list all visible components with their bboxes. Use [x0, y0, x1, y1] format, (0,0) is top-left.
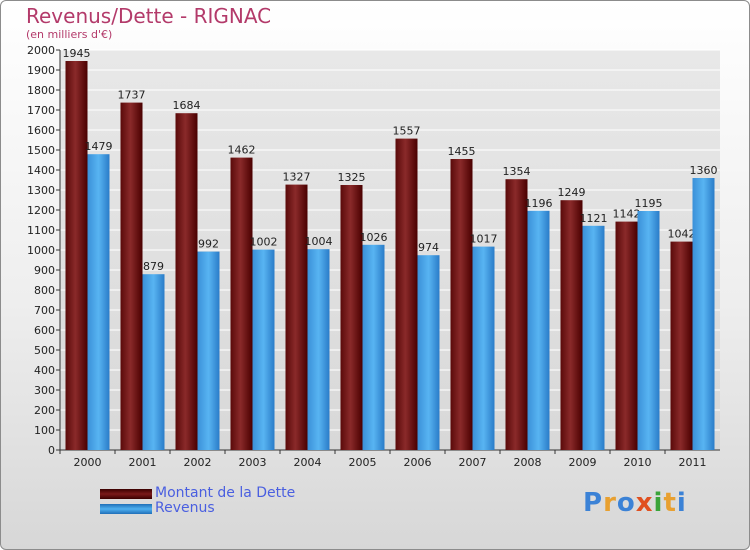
x-tick-label: 2000: [74, 456, 102, 469]
data-label-dette: 1042: [668, 228, 696, 241]
data-label-dette: 1737: [118, 89, 146, 102]
y-tick-label: 400: [34, 364, 55, 377]
bar-dette: [450, 159, 473, 450]
y-tick-label: 600: [34, 324, 55, 337]
bar-revenus: [252, 249, 275, 450]
x-tick-label: 2003: [239, 456, 267, 469]
data-label-dette: 1684: [173, 99, 201, 112]
x-tick-label: 2009: [569, 456, 597, 469]
chart-title: Revenus/Dette - RIGNAC: [26, 4, 272, 28]
bar-revenus: [637, 211, 660, 450]
logo-letter: o: [616, 488, 636, 518]
data-label-dette: 1557: [393, 125, 421, 138]
y-tick-label: 700: [34, 304, 55, 317]
bar-revenus: [142, 274, 165, 450]
y-tick-label: 100: [34, 424, 55, 437]
y-tick-label: 200: [34, 404, 55, 417]
data-label-revenus: 1121: [580, 212, 608, 225]
data-label-revenus: 879: [143, 260, 164, 273]
bar-revenus: [582, 225, 605, 450]
y-tick-label: 1200: [27, 204, 55, 217]
bar-dette: [175, 113, 198, 450]
bar-dette: [65, 61, 88, 450]
data-label-dette: 1945: [63, 47, 91, 60]
legend-swatch-revenus: [100, 504, 152, 514]
data-label-revenus: 1002: [250, 236, 278, 249]
y-tick-label: 2000: [27, 44, 55, 57]
y-tick-label: 900: [34, 264, 55, 277]
bar-revenus: [692, 178, 715, 450]
y-tick-label: 800: [34, 284, 55, 297]
bar-dette: [285, 184, 308, 450]
logo-letter: i: [653, 488, 664, 518]
bar-revenus: [527, 210, 550, 450]
bar-revenus: [417, 255, 440, 450]
data-label-revenus: 1479: [85, 140, 113, 153]
logo-letter: x: [635, 488, 654, 518]
bar-revenus: [307, 249, 330, 450]
y-tick-label: 1900: [27, 64, 55, 77]
y-tick-label: 300: [34, 384, 55, 397]
legend-label-dette: Montant de la Dette: [155, 485, 296, 501]
y-tick-label: 1700: [27, 104, 55, 117]
bar-dette: [670, 241, 693, 450]
bar-revenus: [362, 244, 385, 450]
legend-swatch-dette: [100, 489, 152, 499]
data-label-dette: 1327: [283, 171, 311, 184]
legend-label-revenus: Revenus: [155, 500, 215, 516]
data-label-revenus: 1195: [635, 197, 663, 210]
x-tick-label: 2004: [294, 456, 322, 469]
data-label-revenus: 1017: [470, 233, 498, 246]
bar-dette: [560, 200, 583, 450]
data-label-dette: 1354: [503, 165, 531, 178]
x-tick-label: 2001: [129, 456, 157, 469]
bar-dette: [120, 102, 143, 450]
bar-revenus: [87, 154, 110, 450]
logo-letter: t: [663, 488, 677, 518]
data-label-dette: 1455: [448, 145, 476, 158]
logo-letter: i: [676, 488, 687, 518]
y-tick-label: 1400: [27, 164, 55, 177]
logo-letter: P: [583, 488, 604, 518]
y-tick-label: 1300: [27, 184, 55, 197]
x-tick-label: 2011: [679, 456, 707, 469]
logo-letter: r: [603, 488, 617, 518]
x-tick-label: 2002: [184, 456, 212, 469]
x-tick-label: 2007: [459, 456, 487, 469]
bar-revenus: [472, 246, 495, 450]
y-tick-label: 1500: [27, 144, 55, 157]
y-tick-label: 0: [48, 444, 55, 457]
bar-dette: [395, 138, 418, 450]
y-tick-label: 1800: [27, 84, 55, 97]
data-label-dette: 1462: [228, 144, 256, 157]
y-tick-label: 500: [34, 344, 55, 357]
proxiti-logo: Proxiti: [583, 488, 687, 518]
bar-dette: [615, 221, 638, 450]
data-label-revenus: 1026: [360, 231, 388, 244]
y-tick-label: 1100: [27, 224, 55, 237]
data-label-dette: 1325: [338, 171, 366, 184]
bar-dette: [340, 185, 363, 450]
x-tick-label: 2008: [514, 456, 542, 469]
x-tick-label: 2010: [624, 456, 652, 469]
y-tick-label: 1000: [27, 244, 55, 257]
data-label-revenus: 1196: [525, 197, 553, 210]
x-tick-label: 2006: [404, 456, 432, 469]
data-label-revenus: 1004: [305, 235, 333, 248]
data-label-revenus: 1360: [690, 164, 718, 177]
data-label-dette: 1249: [558, 186, 586, 199]
bar-dette: [505, 179, 528, 450]
bar-revenus: [197, 251, 220, 450]
data-label-revenus: 992: [198, 238, 219, 251]
y-tick-label: 1600: [27, 124, 55, 137]
bar-dette: [230, 157, 253, 450]
data-label-dette: 1142: [613, 208, 641, 221]
x-tick-label: 2005: [349, 456, 377, 469]
data-label-revenus: 974: [418, 241, 439, 254]
chart-subtitle: (en milliers d'€): [26, 28, 113, 41]
